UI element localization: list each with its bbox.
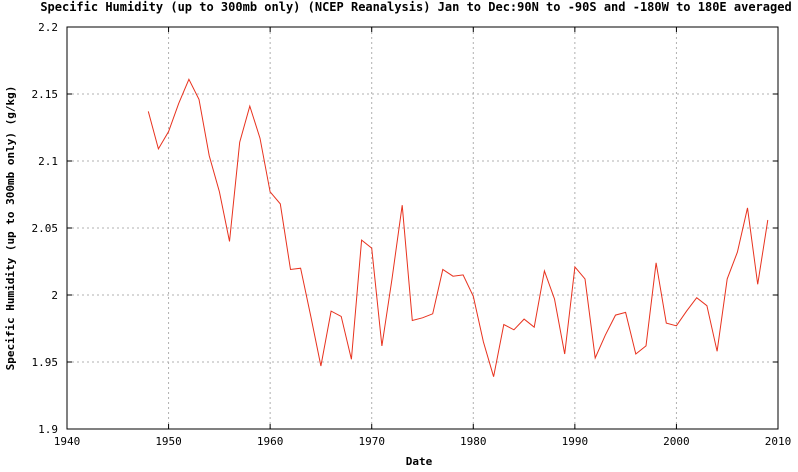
chart-title: Specific Humidity (up to 300mb only) (NC… [40,0,791,14]
y-tick-label: 2 [51,289,58,302]
y-axis-label: Specific Humidity (up to 300mb only) (g/… [4,86,17,371]
x-axis-label: Date [406,455,433,468]
plot-frame [66,26,779,430]
x-tick-label: 1970 [358,435,385,448]
x-tick-label: 2000 [663,435,690,448]
x-tick-label: 1980 [460,435,487,448]
x-tick-label: 2010 [765,435,792,448]
y-tick-label: 2.05 [32,222,59,235]
x-tick-label: 1960 [257,435,284,448]
y-tick-label: 1.95 [32,356,59,369]
x-axis: 1940 1950 1960 1970 1980 1990 2000 2010 [54,27,792,448]
y-tick-label: 2.15 [32,88,59,101]
y-tick-label: 1.9 [38,423,58,436]
y-axis: 1.9 1.95 2 2.05 2.1 2.15 2.2 [32,21,778,436]
x-tick-label: 1950 [155,435,182,448]
data-series [147,78,769,377]
humidity-line [147,78,769,377]
x-tick-label: 1940 [54,435,81,448]
y-tick-label: 2.1 [38,155,58,168]
x-tick-label: 1990 [562,435,589,448]
grid-lines [67,27,778,429]
y-tick-label: 2.2 [38,21,58,34]
